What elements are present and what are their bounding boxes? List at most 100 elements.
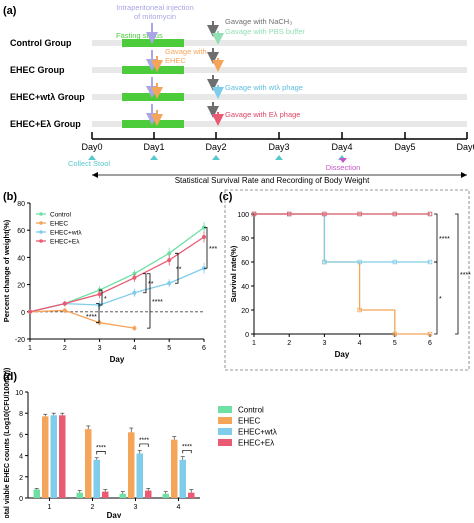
- panel-a-label: (a): [3, 5, 17, 17]
- fasting-bar: [122, 120, 184, 128]
- significance-bracket: [96, 451, 106, 455]
- fasting-label: Fasting status: [116, 31, 163, 40]
- data-point: [62, 301, 67, 306]
- bar: [59, 415, 66, 498]
- legend-marker: [39, 230, 43, 234]
- x-tick-label: 1: [28, 345, 32, 352]
- x-tick-label: 1: [252, 340, 256, 347]
- group-lane: [92, 94, 467, 100]
- censor-mark: [357, 211, 362, 217]
- bar: [76, 492, 83, 498]
- legend-label: EHEC+Eλ: [238, 439, 274, 448]
- gavage-nach-label: Gavage with NaCH₃: [225, 17, 292, 26]
- y-tick-label: 0: [21, 310, 25, 317]
- panel-c-frame: [224, 189, 470, 371]
- x-tick-label: 4: [177, 504, 181, 511]
- significance-label: *: [439, 296, 442, 303]
- panel-a: (a) Control Group EHEC Group EHEC+wtλ Gr…: [3, 3, 474, 185]
- day-label: Day3: [268, 142, 289, 152]
- censor-mark: [322, 259, 327, 265]
- significance-label: ****: [96, 444, 107, 451]
- y-tick-label: 4: [19, 454, 23, 461]
- y-tick-label: 20: [241, 308, 249, 315]
- x-axis-title: Day: [107, 511, 122, 518]
- bar: [188, 492, 195, 498]
- bar: [119, 493, 126, 498]
- x-tick-label: 2: [63, 345, 67, 352]
- legend-label: EHEC+wtλ: [238, 428, 277, 437]
- dissection-marker: [339, 158, 347, 163]
- significance-bracket: [147, 273, 151, 329]
- significance-label: *: [104, 296, 107, 303]
- dissection-label: Dissection: [326, 163, 361, 172]
- data-point: [97, 292, 102, 297]
- significance-label: ****: [182, 443, 193, 450]
- x-tick-label: 3: [98, 345, 102, 352]
- x-tick-label: 4: [132, 345, 136, 352]
- bar: [179, 459, 186, 498]
- y-tick-label: 40: [241, 284, 249, 291]
- y-axis-title: Total viable EHEC counts (Log10(CFU/100m…: [4, 368, 11, 518]
- bar: [42, 416, 49, 498]
- bar: [102, 491, 109, 498]
- y-tick-label: 2: [19, 475, 23, 482]
- significance-bracket: [143, 273, 147, 294]
- survival-step-line: [254, 213, 430, 335]
- x-tick-label: 6: [202, 345, 206, 352]
- y-tick-label: 20: [17, 283, 25, 290]
- censor-mark: [427, 259, 433, 265]
- significance-label: **: [148, 281, 154, 288]
- group-lane: [92, 121, 467, 127]
- panel-b: (b) -20 0 20 40 60 80 1 2 3 4 5 6 Day Percent change …: [2, 191, 217, 364]
- weight-chart: -20 0 20 40 60 80 1 2 3 4 5 6 Day Percent change of w…: [2, 201, 217, 364]
- legend-label: Control: [238, 406, 264, 415]
- significance-label: ****: [439, 236, 450, 243]
- data-point: [167, 251, 172, 256]
- significance-label: ****: [86, 314, 97, 321]
- x-tick-label: 5: [167, 345, 171, 352]
- significance-bracket: [434, 213, 438, 263]
- legend-marker: [39, 212, 43, 216]
- legend-marker: [39, 221, 43, 225]
- survival-step-line: [254, 213, 430, 263]
- bar: [93, 459, 100, 498]
- y-tick-label: 80: [241, 236, 249, 243]
- significance-label: ***: [209, 246, 217, 253]
- day-label: Day1: [143, 142, 164, 152]
- timeline: Day0 Day1 Day2 Day3 Day4 Day5 Day6: [81, 132, 474, 163]
- censor-mark: [392, 211, 397, 217]
- bar: [145, 490, 152, 498]
- y-tick-label: 100: [237, 212, 249, 219]
- x-tick-label: 6: [428, 340, 432, 347]
- legend-marker: [39, 239, 43, 243]
- intraperitoneal-line-2: of mitomycin: [134, 12, 176, 21]
- group-label-ehec-e: EHEC+Eλ Group: [10, 119, 81, 129]
- group-label-ehec: EHEC Group: [10, 65, 65, 75]
- legend-label: EHEC: [50, 221, 68, 228]
- censor-mark: [427, 331, 433, 337]
- y-tick-label: 40: [17, 255, 25, 262]
- data-point: [167, 258, 172, 263]
- data-point: [132, 326, 137, 331]
- bar: [33, 489, 40, 498]
- censor-mark: [322, 211, 327, 217]
- survival-note: Statistical Survival Rate and Recording …: [175, 176, 370, 185]
- y-tick-label: 0: [19, 496, 23, 503]
- data-point: [202, 235, 206, 239]
- censor-mark: [357, 259, 362, 265]
- panel-c: (c) 0 20 40 60 80 100 1 2 3 4 5 6 Day Survival rate(%…: [219, 189, 471, 371]
- significance-label: ****: [460, 272, 471, 279]
- y-tick-label: 6: [19, 432, 23, 439]
- significance-bracket: [96, 303, 100, 324]
- censor-mark: [427, 211, 433, 217]
- fasting-bar: [122, 39, 184, 47]
- x-axis-title: Day: [335, 350, 350, 359]
- data-point: [28, 309, 32, 314]
- censor-mark: [392, 259, 397, 265]
- y-tick-label: 0: [245, 332, 249, 339]
- bar: [162, 493, 169, 498]
- significance-bracket: [455, 213, 459, 335]
- panel-b-label: (b): [3, 191, 17, 203]
